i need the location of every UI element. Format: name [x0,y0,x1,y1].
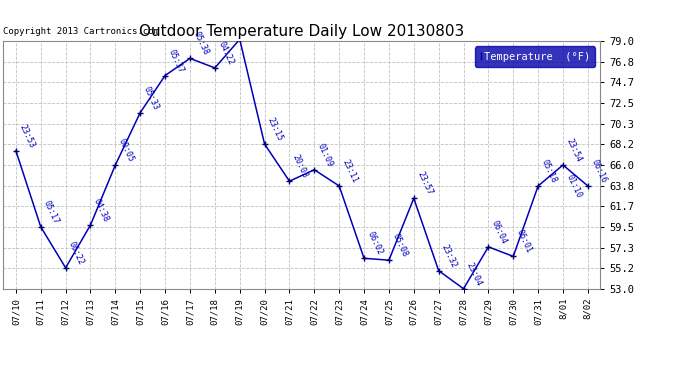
Text: Copyright 2013 Cartronics.com: Copyright 2013 Cartronics.com [3,27,159,36]
Text: 05:18: 05:18 [540,158,558,184]
Text: 04:38: 04:38 [92,197,110,223]
Text: 06:01: 06:01 [515,228,533,255]
Legend: Temperature  (°F): Temperature (°F) [475,46,595,67]
Text: 23:15: 23:15 [266,116,285,142]
Text: 23:53: 23:53 [17,123,36,149]
Text: 06:16: 06:16 [589,158,608,184]
Text: 23:04: 23:04 [465,261,484,287]
Text: 20:03: 20:03 [290,153,310,180]
Text: 23:32: 23:32 [440,243,459,269]
Text: 01:09: 01:09 [316,142,335,168]
Title: Outdoor Temperature Daily Low 20130803: Outdoor Temperature Daily Low 20130803 [139,24,464,39]
Text: 05:08: 05:08 [391,232,409,259]
Text: 05:33: 05:33 [141,85,160,111]
Text: 06:02: 06:02 [366,231,384,257]
Text: 06:22: 06:22 [67,240,86,266]
Text: 05:17: 05:17 [42,199,61,225]
Text: 23:54: 23:54 [564,137,583,164]
Text: 01:10: 01:10 [564,173,583,200]
Text: 23:11: 23:11 [341,158,359,184]
Text: 05:29: 05:29 [0,374,1,375]
Text: 05:37: 05:37 [166,48,185,74]
Text: 06:04: 06:04 [490,219,509,246]
Text: 04:22: 04:22 [216,40,235,66]
Text: 05:38: 05:38 [191,30,210,57]
Text: 23:57: 23:57 [415,171,434,197]
Text: 00:05: 00:05 [117,137,135,164]
